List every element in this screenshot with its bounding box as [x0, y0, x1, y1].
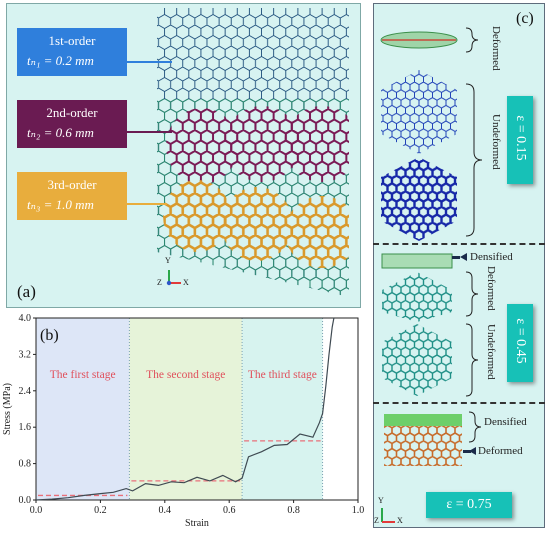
stage-label-1: The first stage [50, 369, 116, 381]
third-order-label: 3rd-order tₙ₃ = 1.0 mm [17, 172, 127, 220]
second-order-label: 2nd-order tₙ₂ = 0.6 mm [17, 100, 127, 148]
axis-triad-a [166, 270, 181, 286]
panel-c-letter: (c) [516, 10, 534, 27]
stage-band-1 [36, 318, 130, 500]
y-tick-label: 1.6 [19, 422, 32, 433]
x-tick-label: 0.8 [287, 505, 300, 516]
x-tick-label: 1.0 [352, 505, 365, 516]
x-axis-label: Strain [185, 518, 209, 529]
divider-2 [373, 402, 545, 404]
eps-075-badge: ε = 0.75 [426, 492, 512, 518]
y-tick-label: 0.0 [19, 495, 32, 506]
x-tick-label: 0.4 [159, 505, 172, 516]
axis-z-label-c: Z [374, 516, 379, 525]
y-tick-label: 2.4 [19, 386, 32, 397]
x-tick-label: 0.6 [223, 505, 236, 516]
undeformed-label-2: Undeformed [485, 324, 497, 380]
y-axis-label: Stress (MPa) [2, 383, 13, 435]
stage-label-2: The second stage [146, 369, 225, 381]
y-tick-label: 4.0 [19, 313, 32, 324]
compression-stages-illustration [380, 27, 483, 523]
first-order-label: 1st-order tₙ₁ = 0.2 mm [17, 28, 127, 76]
deformed-label-2: Deformed [485, 266, 497, 311]
y-tick-label: 3.2 [19, 349, 32, 360]
stage-band-2 [129, 318, 243, 500]
stress-strain-chart: 0.0 0.2 0.4 0.6 0.8 1.0 0.0 0.8 1.6 2.4 3.2 4.0 Stra… [2, 313, 365, 529]
densified-label-1: Densified [470, 251, 513, 263]
panel-a-letter: (a) [17, 282, 36, 301]
y-tick-label: 0.8 [19, 459, 32, 470]
plot-frame [35, 317, 359, 501]
eps-015-badge: ε = 0.15 [507, 96, 533, 184]
axis-y-label-c: Y [378, 496, 384, 505]
x-tick-label: 0.0 [30, 505, 43, 516]
stage-band-3 [242, 318, 323, 500]
deformed-label-3: Deformed [478, 445, 523, 457]
axis-y-label: Y [165, 256, 171, 265]
stress-strain-curve [35, 317, 335, 501]
densified-label-2: Densified [484, 416, 527, 428]
panel-c: (c) Deformed Undeformed ε = 0.15 Densifi… [373, 3, 545, 528]
panel-b: 0.0 0.2 0.4 0.6 0.8 1.0 0.0 0.8 1.6 2.4 3.2 4.0 Stra… [0, 310, 368, 536]
stage-label-3: The third stage [248, 369, 317, 381]
axis-z-label: Z [157, 278, 162, 287]
panel-b-letter: (b) [40, 327, 59, 344]
deformed-label-1: Deformed [490, 26, 502, 71]
x-tick-label: 0.2 [94, 505, 107, 516]
axis-x-label: X [183, 278, 189, 287]
axis-x-label-c: X [397, 516, 403, 525]
divider-1 [373, 243, 545, 245]
panel-a: 1st-order tₙ₁ = 0.2 mm 2nd-order tₙ₂ = 0… [6, 3, 361, 308]
axis-triad-c [381, 508, 395, 523]
undeformed-label-1: Undeformed [490, 114, 502, 170]
eps-045-badge: ε = 0.45 [507, 304, 533, 382]
honeycomb-lattice [127, 8, 349, 297]
